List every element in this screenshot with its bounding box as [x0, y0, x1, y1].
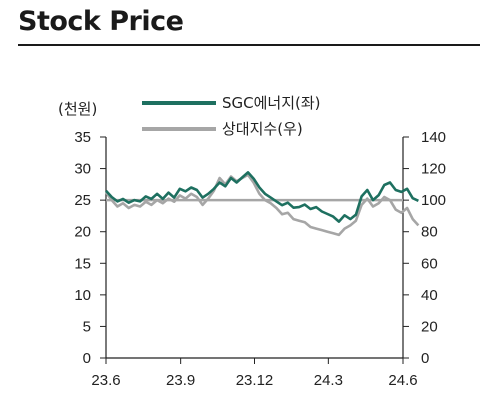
right-tick-label: 80	[421, 224, 438, 241]
left-tick-label: 5	[83, 318, 91, 335]
series-lines	[104, 171, 420, 237]
right-tick-label: 60	[421, 255, 438, 272]
x-tick-label: 23.12	[236, 372, 274, 389]
left-tick-label: 20	[74, 224, 91, 241]
legend-label-relative-index: 상대지수(우)	[222, 120, 303, 138]
title-rule	[18, 44, 480, 46]
left-axis-unit: (천원)	[58, 100, 97, 118]
legend: SGC에너지(좌) 상대지수(우)	[142, 94, 321, 138]
series-line-relative-index	[104, 173, 420, 237]
left-tick-label: 35	[74, 129, 91, 146]
right-tick-label: 140	[421, 129, 446, 146]
left-tick-label: 0	[83, 350, 91, 367]
x-tick-label: 23.6	[91, 372, 120, 389]
right-tick-label: 0	[421, 350, 429, 367]
legend-label-sgc-energy: SGC에너지(좌)	[222, 94, 321, 112]
left-tick-label: 30	[74, 161, 91, 178]
left-tick-label: 25	[74, 192, 91, 209]
left-tick-label: 10	[74, 287, 91, 304]
right-tick-label: 120	[421, 161, 446, 178]
axes: 0 5 10 15 20 25 30 35 0 20 40 60 80 100 120 140 23.6 23.9…	[58, 100, 446, 389]
right-tick-label: 20	[421, 318, 438, 335]
right-tick-label: 40	[421, 287, 438, 304]
x-tick-label: 23.9	[166, 372, 195, 389]
right-tick-label: 100	[421, 192, 446, 209]
series-line-sgc-energy	[105, 171, 419, 223]
x-tick-label: 24.6	[388, 372, 417, 389]
left-tick-label: 15	[74, 255, 91, 272]
x-tick-label: 24.3	[314, 372, 343, 389]
page-title: Stock Price	[18, 6, 184, 37]
